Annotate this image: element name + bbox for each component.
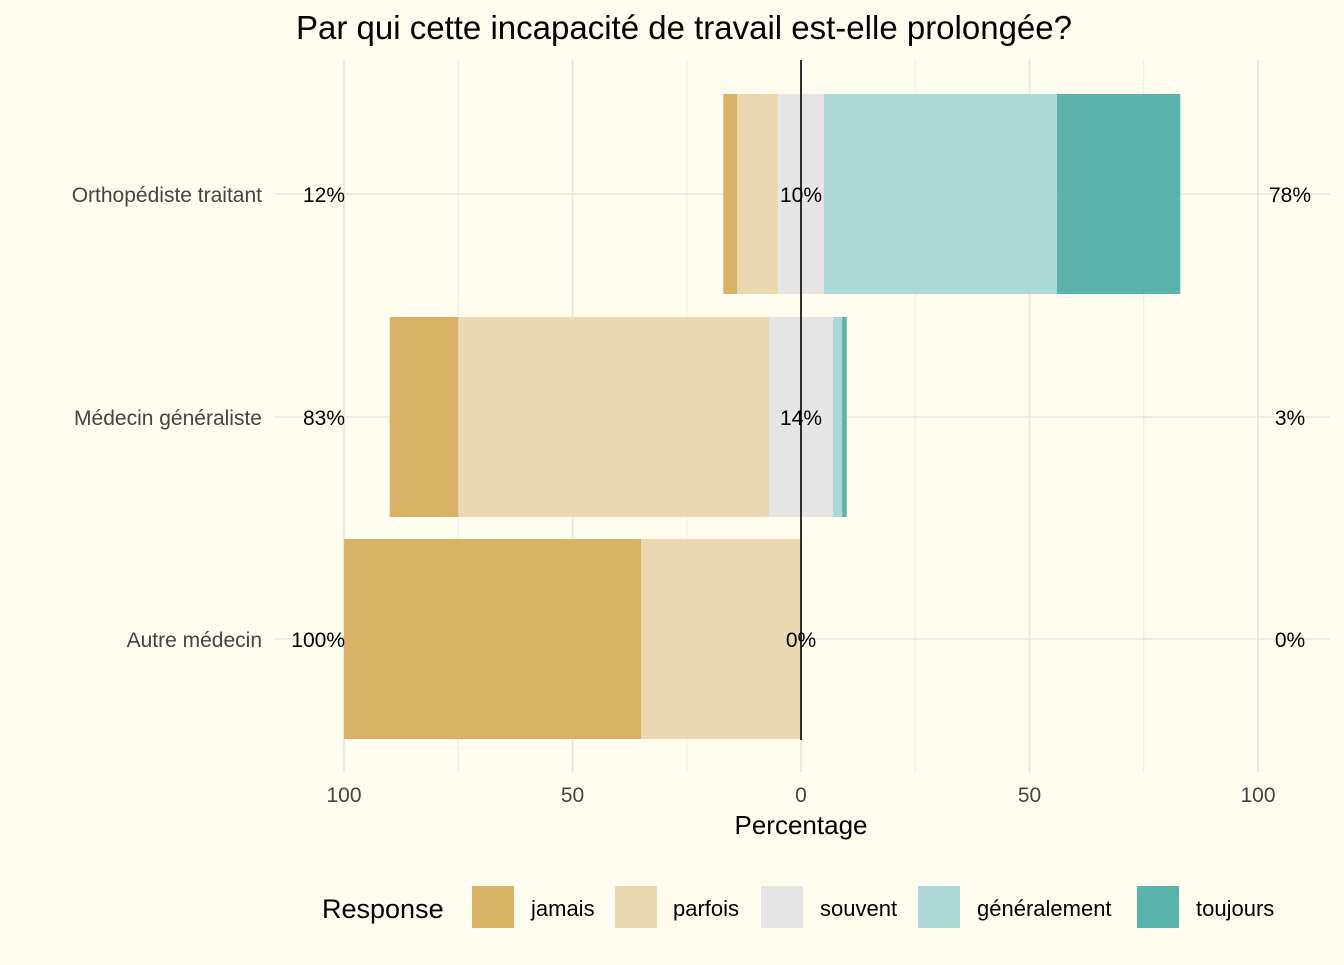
left-percent-label: 12% [303, 184, 345, 207]
chart-title: Par qui cette incapacité de travail est-… [296, 9, 1072, 46]
category-label: Autre médecin [127, 629, 262, 652]
x-axis-label: Percentage [735, 810, 868, 840]
bar-jamais [344, 539, 642, 739]
bar-parfois [737, 94, 779, 294]
x-axis: 100 50 0 50 100 [326, 60, 1276, 807]
legend-label: jamais [530, 896, 595, 921]
right-percent-label: 3% [1275, 407, 1305, 430]
legend-swatch-souvent [761, 886, 803, 928]
legend-swatch-toujours [1137, 886, 1179, 928]
bar-toujours [842, 317, 847, 517]
bar-généralement [823, 94, 1057, 294]
left-percent-label: 83% [303, 407, 345, 430]
legend-swatch-jamais [472, 886, 514, 928]
legend-title: Response [322, 894, 444, 924]
x-tick-label: 100 [1240, 784, 1275, 807]
bar-jamais [723, 94, 738, 294]
legend-label: toujours [1196, 896, 1274, 921]
legend-label: généralement [977, 896, 1112, 921]
x-tick-label: 100 [326, 784, 361, 807]
category-label: Orthopédiste traitant [72, 184, 262, 207]
x-tick-label: 50 [561, 784, 584, 807]
category-label: Médecin généraliste [74, 407, 262, 430]
bar-parfois [641, 539, 801, 739]
bar-généralement [832, 317, 843, 517]
legend: Response jamais parfois souvent généralement… [322, 886, 1274, 928]
x-tick-label: 0 [795, 784, 807, 807]
bar-jamais [389, 317, 459, 517]
bar-toujours [1056, 94, 1181, 294]
left-percent-label: 100% [291, 629, 345, 652]
right-percent-label: 78% [1269, 184, 1311, 207]
legend-label: souvent [820, 896, 897, 921]
legend-swatch-généralement [918, 886, 960, 928]
legend-swatch-parfois [615, 886, 657, 928]
bar-parfois [458, 317, 770, 517]
bars [344, 94, 1181, 739]
x-tick-label: 50 [1018, 784, 1041, 807]
right-percent-label: 0% [1275, 629, 1305, 652]
legend-label: parfois [673, 896, 739, 921]
